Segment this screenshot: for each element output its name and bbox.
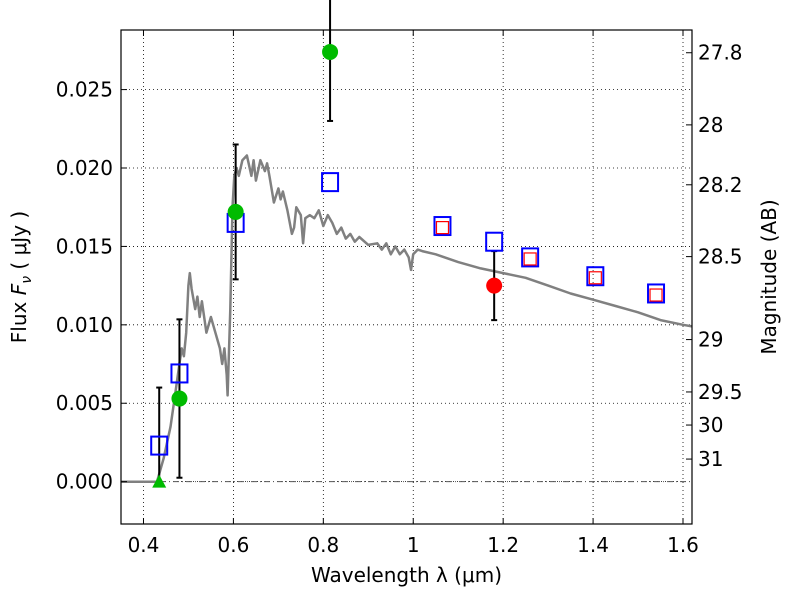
observed-flux-point xyxy=(486,277,503,294)
y-tick-label: 0.015 xyxy=(56,234,113,258)
y-ticks: 0.000 0.005 0.010 0.015 0.020 0.025 xyxy=(56,78,127,494)
x-tick-label: 0.8 xyxy=(307,533,339,557)
data-markers xyxy=(150,43,666,488)
model-photometry-point xyxy=(150,435,169,456)
model-photometry-point xyxy=(647,283,666,304)
magnitude-ticks: 27.8 28 28.2 28.5 29 29.5 30 31 xyxy=(686,41,743,471)
upper-limit-point xyxy=(152,474,167,488)
model-photometry-point xyxy=(521,247,540,268)
magnitude-tick-label: 31 xyxy=(698,447,723,471)
model-photometry-point xyxy=(170,363,189,384)
magnitude-tick-label: 28.5 xyxy=(698,245,743,269)
y-axis-label-subscript: ν xyxy=(19,276,35,284)
x-tick-label: 1.2 xyxy=(487,533,519,557)
observed-flux-point xyxy=(322,43,339,60)
grid xyxy=(121,30,692,524)
observed-square-point xyxy=(435,221,450,235)
observed-square-point xyxy=(588,271,602,285)
plot-frame xyxy=(120,29,693,525)
x-axis-label: Wavelength λ (μm) xyxy=(311,563,502,587)
model-photometry-point xyxy=(485,231,504,252)
magnitude-tick-label: 27.8 xyxy=(698,41,743,65)
x-tick-label: 1.6 xyxy=(667,533,699,557)
x-tick-label: 1 xyxy=(407,533,420,557)
model-sed-curve xyxy=(121,154,693,483)
magnitude-tick-label: 28.2 xyxy=(698,173,743,197)
observed-square-point xyxy=(649,288,663,302)
magnitude-tick-label: 29.5 xyxy=(698,380,743,404)
y-axis-label: Flux Fν ( μJy ) xyxy=(7,211,35,343)
y-tick-label: 0.020 xyxy=(56,156,113,180)
y-tick-label: 0.025 xyxy=(56,78,113,102)
model-photometry-point xyxy=(321,172,340,193)
y-axis-label-symbol: F xyxy=(7,283,31,295)
x-ticks: 0.4 0.6 0.8 1 1.2 1.4 1.6 xyxy=(128,30,699,557)
x-tick-label: 0.4 xyxy=(128,533,160,557)
y-tick-label: 0.010 xyxy=(56,313,113,337)
y-tick-label: 0.000 xyxy=(56,470,113,494)
observed-flux-point xyxy=(171,390,188,407)
x-tick-label: 0.6 xyxy=(217,533,249,557)
magnitude-tick-label: 30 xyxy=(698,413,723,437)
magnitude-tick-label: 28 xyxy=(698,113,723,137)
model-sed-line xyxy=(121,154,693,483)
y-tick-label: 0.005 xyxy=(56,391,113,415)
observed-square-point xyxy=(523,252,537,266)
x-tick-label: 1.4 xyxy=(577,533,609,557)
error-bars xyxy=(156,0,498,483)
magnitude-axis-label: Magnitude (AB) xyxy=(757,199,781,354)
y-axis-label-suffix: ( μJy ) xyxy=(7,211,31,276)
model-photometry-point xyxy=(433,216,452,237)
y-axis-label-prefix: Flux xyxy=(7,295,31,343)
model-photometry-point xyxy=(586,266,605,287)
magnitude-tick-label: 29 xyxy=(698,328,723,352)
observed-flux-point xyxy=(227,203,244,220)
